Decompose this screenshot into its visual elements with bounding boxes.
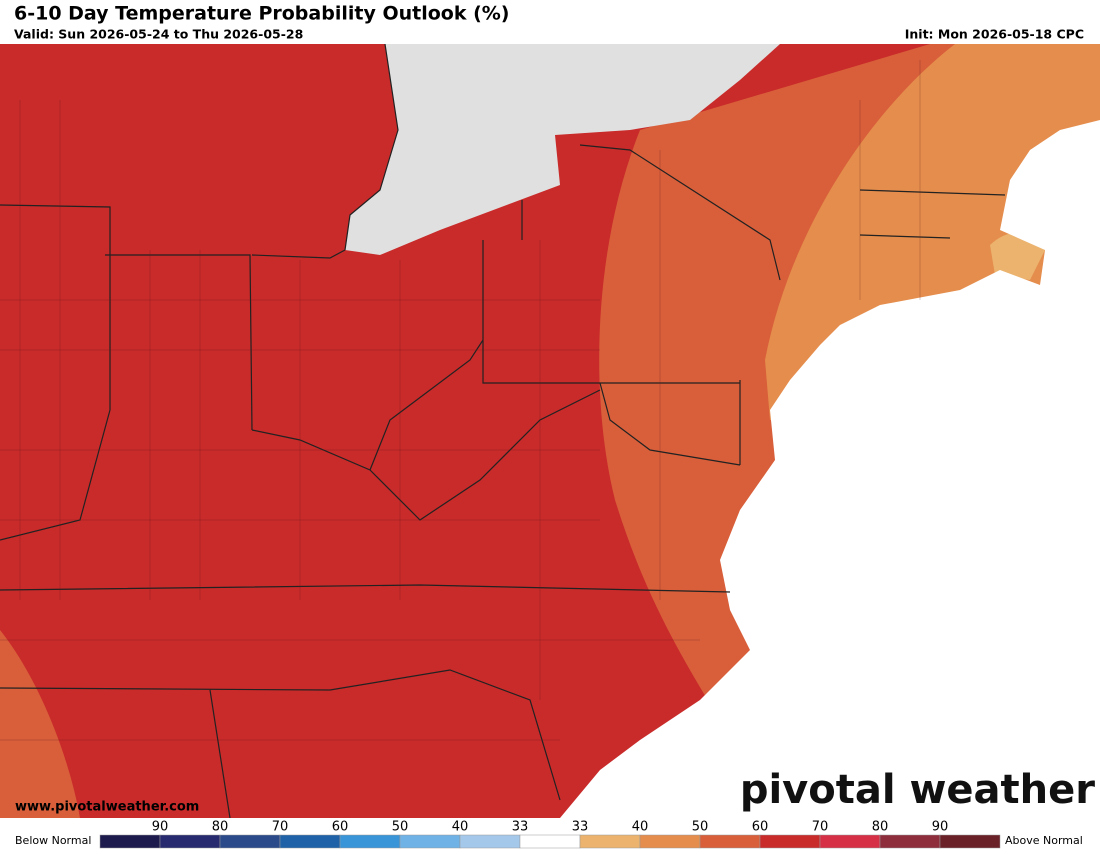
colorbar-swatch [699,834,761,849]
colorbar-swatch [339,834,401,849]
colorbar-tick-label: 90 [152,820,169,835]
colorbar-swatch [939,834,1001,849]
colorbar-tick-label: 40 [452,820,469,835]
colorbar-tick-label: 90 [932,820,949,835]
colorbar-swatch [219,834,281,849]
colorbar-tick-label: 60 [332,820,349,835]
colorbar-swatch [399,834,461,849]
colorbar-swatch [819,834,881,849]
colorbar-tick-label: 40 [632,820,649,835]
colorbar: 90 80 70 60 50 40 33 33 40 50 60 70 80 90 [99,820,1001,849]
colorbar-swatch [519,834,581,849]
colorbar-tick-label: 80 [872,820,889,835]
colorbar-swatch [879,834,941,849]
colorbar-tick-label: 50 [392,820,409,835]
outlook-60-sw [0,630,80,818]
colorbar-swatch [279,834,341,849]
colorbar-tick-label: 33 [512,820,529,835]
outlook-40 [990,232,1045,280]
colorbar-swatch [459,834,521,849]
colorbar-tick-label: 80 [212,820,229,835]
colorbar-low-label: Below Normal [15,834,91,847]
colorbar-swatch [579,834,641,849]
colorbar-swatch [99,834,161,849]
init-time: Init: Mon 2026-05-18 CPC [905,27,1084,42]
title: 6-10 Day Temperature Probability Outlook… [14,3,509,25]
colorbar-high-label: Above Normal [1005,834,1083,847]
colorbar-swatch [639,834,701,849]
website: www.pivotalweather.com [15,800,199,815]
map [0,44,1100,818]
canada-no-data [345,44,780,255]
colorbar-tick-label: 70 [812,820,829,835]
colorbar-tick-label: 70 [272,820,289,835]
colorbar-tick-label: 33 [572,820,589,835]
colorbar-swatch [759,834,821,849]
logo: pivotal weather [740,767,1095,813]
ocean [560,120,1100,818]
colorbar-tick-label: 60 [752,820,769,835]
colorbar-swatch [159,834,221,849]
colorbar-tick-label: 50 [692,820,709,835]
valid-time: Valid: Sun 2026-05-24 to Thu 2026-05-28 [14,27,303,42]
